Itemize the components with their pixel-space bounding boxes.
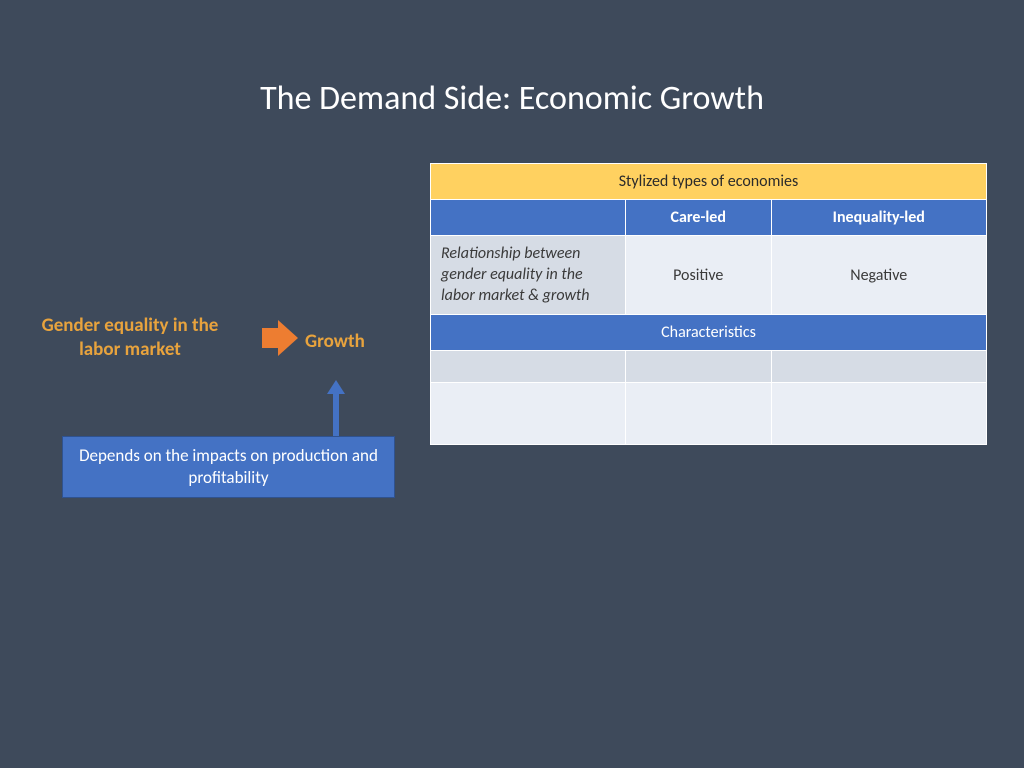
table-empty-cell — [771, 383, 987, 445]
table-row1-care: Positive — [626, 236, 772, 315]
arrow-right-icon — [260, 318, 300, 358]
table-header-empty — [431, 200, 626, 236]
table-characteristics-header: Characteristics — [431, 315, 987, 351]
growth-label: Growth — [305, 330, 365, 353]
table-empty-cell — [771, 351, 987, 383]
table-col-care: Care-led — [626, 200, 772, 236]
table-empty-cell — [626, 351, 772, 383]
table-col-inequality: Inequality-led — [771, 200, 987, 236]
table-row1-inequality: Negative — [771, 236, 987, 315]
table-empty-cell — [626, 383, 772, 445]
table-title: Stylized types of economies — [431, 164, 987, 200]
arrow-up-icon — [326, 380, 346, 436]
slide-title: The Demand Side: Economic Growth — [0, 78, 1024, 119]
table-empty-cell — [431, 383, 626, 445]
gender-equality-label: Gender equality in the labor market — [30, 314, 230, 362]
depends-box: Depends on the impacts on production and… — [62, 436, 395, 498]
table-row1-label: Relationship between gender equality in … — [431, 236, 626, 315]
table-empty-cell — [431, 351, 626, 383]
economies-table: Stylized types of economies Care-led Ine… — [430, 163, 987, 445]
